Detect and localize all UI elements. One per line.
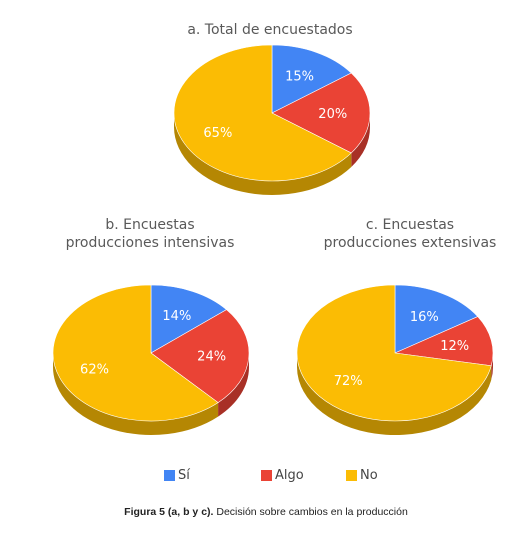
pie-a-slice-no xyxy=(173,44,352,182)
legend-item-si: Sí xyxy=(164,468,190,483)
pie-b-slice-algo xyxy=(150,309,250,403)
pie-c-side-no xyxy=(297,353,492,435)
legend-item-no: No xyxy=(346,468,378,483)
figure-caption: Figura 5 (a, b y c). Decisión sobre camb… xyxy=(0,506,532,518)
chart-c-title-line-1: c. Encuestas xyxy=(365,217,455,233)
pie-a-side-algo xyxy=(351,113,370,167)
pie-c-label-si: 16% xyxy=(410,310,439,325)
legend-label-algo: Algo xyxy=(275,468,304,483)
chart-b-title-line-2: producciones intensivas xyxy=(65,235,235,251)
pie-b-side-algo xyxy=(218,353,249,417)
legend-swatch-no xyxy=(346,470,357,481)
figure-caption-text: Decisión sobre cambios en la producción xyxy=(213,506,408,518)
chart-b-title: b. Encuestas producciones intensivas xyxy=(40,216,260,252)
legend-label-no: No xyxy=(360,468,378,483)
pie-a-slice-algo xyxy=(271,72,371,154)
legend: Sí Algo No xyxy=(0,468,532,488)
pie-b-slice-si xyxy=(150,284,228,354)
pie-a-side-no xyxy=(174,113,352,195)
pie-b-side-no xyxy=(53,353,219,435)
pie-a-slice-si xyxy=(271,44,352,114)
pie-a-label-no: 65% xyxy=(203,126,232,141)
chart-b-title-line-1: b. Encuestas xyxy=(105,217,195,233)
pie-a-label-si: 15% xyxy=(285,69,314,84)
pie-c-slice-si xyxy=(394,284,479,354)
chart-a-title-line-1: a. Total de encuestados xyxy=(187,22,353,38)
pie-b-slice-no xyxy=(52,284,219,422)
pie-a-label-algo: 20% xyxy=(318,107,347,122)
figure-caption-label: Figura 5 (a, b y c). xyxy=(124,506,214,518)
pie-c-label-no: 72% xyxy=(334,374,363,389)
chart-c-title: c. Encuestas producciones extensivas xyxy=(300,216,520,252)
pie-c-slice-no xyxy=(296,284,492,422)
pie-b-label-algo: 24% xyxy=(197,350,226,365)
pie-c-label-algo: 12% xyxy=(440,339,469,354)
pie-b-label-no: 62% xyxy=(80,363,109,378)
legend-item-algo: Algo xyxy=(261,468,304,483)
pie-b-label-si: 14% xyxy=(162,309,191,324)
chart-c-title-line-2: producciones extensivas xyxy=(323,235,497,251)
legend-swatch-algo xyxy=(261,470,272,481)
pie-c-slice-algo xyxy=(393,316,494,367)
legend-label-si: Sí xyxy=(178,468,190,483)
chart-a-title: a. Total de encuestados xyxy=(130,21,410,39)
legend-swatch-si xyxy=(164,470,175,481)
